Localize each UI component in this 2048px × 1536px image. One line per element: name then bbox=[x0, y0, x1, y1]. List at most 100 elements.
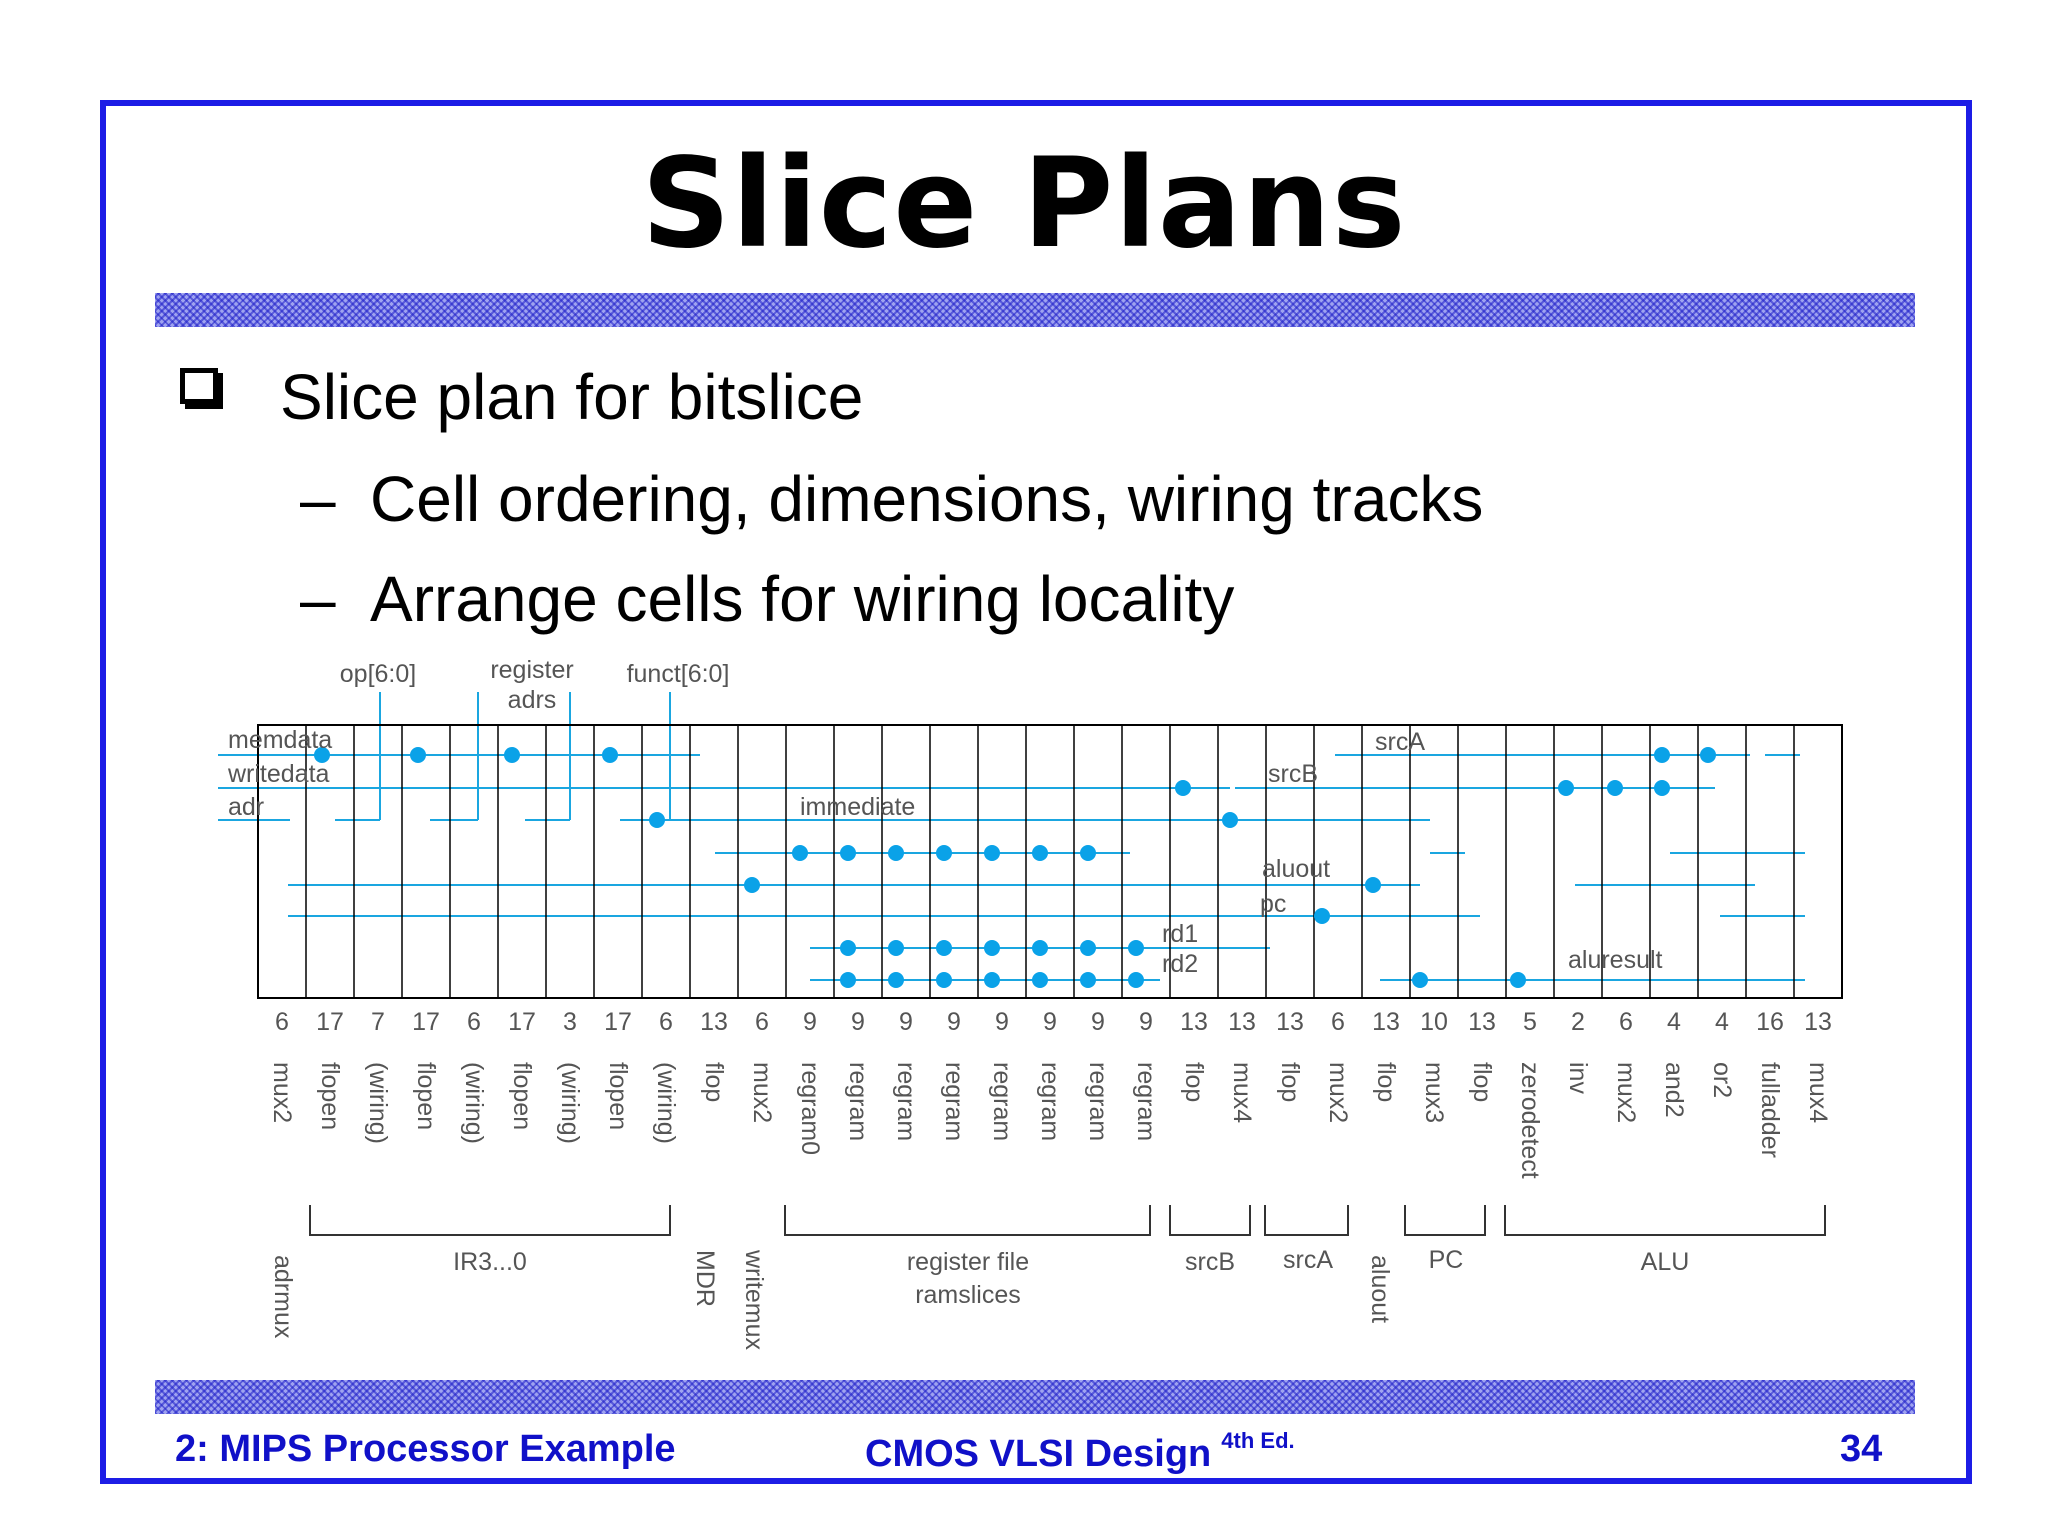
signal-label-memdata: memdata bbox=[228, 726, 332, 754]
cell-name: mux2 bbox=[1612, 1062, 1640, 1123]
footer-edition: 4th Ed. bbox=[1221, 1428, 1295, 1453]
cell-width: 5 bbox=[1523, 1008, 1537, 1036]
slide-frame bbox=[100, 100, 1972, 1484]
cell-name: regram0 bbox=[796, 1062, 824, 1155]
cell-name: (wiring) bbox=[460, 1062, 488, 1144]
cell-width: 9 bbox=[899, 1008, 913, 1036]
bullet-text: Slice plan for bitslice bbox=[280, 361, 864, 433]
subbullet-2: – Arrange cells for wiring locality bbox=[300, 563, 1235, 635]
group-label: ALU bbox=[1641, 1248, 1690, 1276]
cell-name: flop bbox=[1468, 1062, 1496, 1102]
connection-dot bbox=[1080, 845, 1096, 861]
cell-name: flop bbox=[1372, 1062, 1400, 1102]
cell-width: 6 bbox=[1331, 1008, 1345, 1036]
cell-width: 6 bbox=[659, 1008, 673, 1036]
cell-name: regram bbox=[1036, 1062, 1064, 1141]
cell-name: zerodetect bbox=[1516, 1062, 1544, 1179]
cell-name: mux3 bbox=[1420, 1062, 1448, 1123]
cell-outline bbox=[257, 724, 1843, 999]
cell-width: 17 bbox=[412, 1008, 440, 1036]
signal-label-srcB: srcB bbox=[1268, 760, 1318, 788]
connection-dot bbox=[840, 940, 856, 956]
cell-width: 16 bbox=[1756, 1008, 1784, 1036]
cell-width: 13 bbox=[1372, 1008, 1400, 1036]
cell-width: 13 bbox=[1468, 1008, 1496, 1036]
cell-width: 9 bbox=[1043, 1008, 1057, 1036]
cell-width: 13 bbox=[700, 1008, 728, 1036]
connection-dot bbox=[602, 747, 618, 763]
cell-width: 10 bbox=[1420, 1008, 1448, 1036]
connection-dot bbox=[888, 940, 904, 956]
group-label: aluout bbox=[1366, 1255, 1394, 1323]
cell-name: flopen bbox=[508, 1062, 536, 1130]
connection-dot bbox=[1700, 747, 1716, 763]
cell-width: 13 bbox=[1180, 1008, 1208, 1036]
connection-dot bbox=[936, 940, 952, 956]
signal-label-pc: pc bbox=[1260, 890, 1286, 918]
group-label: PC bbox=[1429, 1246, 1464, 1274]
connection-dot bbox=[1607, 780, 1623, 796]
signal-label-adr: adr bbox=[228, 793, 264, 821]
cell-width: 17 bbox=[316, 1008, 344, 1036]
signal-label-rd2: rd2 bbox=[1162, 950, 1198, 978]
connection-dot bbox=[792, 845, 808, 861]
cell-width: 9 bbox=[995, 1008, 1009, 1036]
label-funct: funct[6:0] bbox=[627, 660, 730, 688]
cell-width: 17 bbox=[508, 1008, 536, 1036]
cell-width: 6 bbox=[275, 1008, 289, 1036]
slide-title: Slice Plans bbox=[641, 132, 1407, 276]
cell-name: (wiring) bbox=[652, 1062, 680, 1144]
cell-name: (wiring) bbox=[364, 1062, 392, 1144]
subbullet-2-text: Arrange cells for wiring locality bbox=[370, 563, 1235, 635]
connection-dot bbox=[1032, 940, 1048, 956]
connection-dot bbox=[984, 845, 1000, 861]
connection-dot bbox=[888, 972, 904, 988]
signal-label-srcA: srcA bbox=[1375, 728, 1425, 756]
signal-label-aluresult: aluresult bbox=[1568, 946, 1663, 974]
cell-name: flop bbox=[1276, 1062, 1304, 1102]
group-bracket bbox=[1504, 1205, 1826, 1236]
connection-dot bbox=[1080, 972, 1096, 988]
connection-dot bbox=[840, 972, 856, 988]
footer-chapter: 2: MIPS Processor Example bbox=[175, 1428, 676, 1470]
cell-name: mux4 bbox=[1228, 1062, 1256, 1123]
connection-dot bbox=[1365, 877, 1381, 893]
cell-width: 6 bbox=[467, 1008, 481, 1036]
connection-dot bbox=[1558, 780, 1574, 796]
cell-name: regram bbox=[1084, 1062, 1112, 1141]
connection-dot bbox=[888, 845, 904, 861]
connection-dot bbox=[1222, 812, 1238, 828]
group-label: srcA bbox=[1283, 1246, 1333, 1274]
group-label: MDR bbox=[691, 1250, 719, 1307]
connection-dot bbox=[840, 845, 856, 861]
connection-dot bbox=[984, 972, 1000, 988]
connection-dot bbox=[410, 747, 426, 763]
top-divider-band bbox=[155, 293, 1915, 327]
connection-dot bbox=[1128, 940, 1144, 956]
cell-name: mux2 bbox=[1324, 1062, 1352, 1123]
cell-width: 3 bbox=[563, 1008, 577, 1036]
cell-width: 4 bbox=[1715, 1008, 1729, 1036]
connection-dot bbox=[1080, 940, 1096, 956]
group-label: writemux bbox=[740, 1249, 768, 1351]
group-label: IR3...0 bbox=[453, 1248, 527, 1276]
group-label: srcB bbox=[1185, 1248, 1235, 1276]
label-op: op[6:0] bbox=[340, 660, 416, 688]
signal-label-immediate: immediate bbox=[800, 793, 915, 821]
label-adrs: adrs bbox=[508, 686, 557, 714]
footer-course: CMOS VLSI Design 4th Ed. bbox=[865, 1428, 1295, 1476]
group-bracket bbox=[1404, 1205, 1486, 1236]
checkbox-bullet-icon bbox=[180, 368, 218, 404]
cell-width: 9 bbox=[1139, 1008, 1153, 1036]
group-bracket bbox=[1169, 1205, 1251, 1236]
connection-dot bbox=[1175, 780, 1191, 796]
connection-dot bbox=[1412, 972, 1428, 988]
cell-name: fulladder bbox=[1756, 1062, 1784, 1158]
cell-name: mux2 bbox=[268, 1062, 296, 1123]
connection-dot bbox=[1032, 845, 1048, 861]
connection-dot bbox=[1654, 747, 1670, 763]
cell-name: flopen bbox=[604, 1062, 632, 1130]
cell-width: 6 bbox=[755, 1008, 769, 1036]
cell-width: 13 bbox=[1804, 1008, 1832, 1036]
